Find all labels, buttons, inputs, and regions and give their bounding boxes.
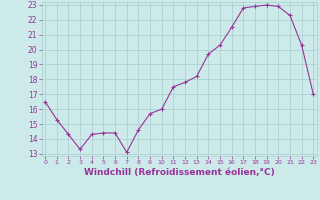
X-axis label: Windchill (Refroidissement éolien,°C): Windchill (Refroidissement éolien,°C)	[84, 168, 275, 177]
